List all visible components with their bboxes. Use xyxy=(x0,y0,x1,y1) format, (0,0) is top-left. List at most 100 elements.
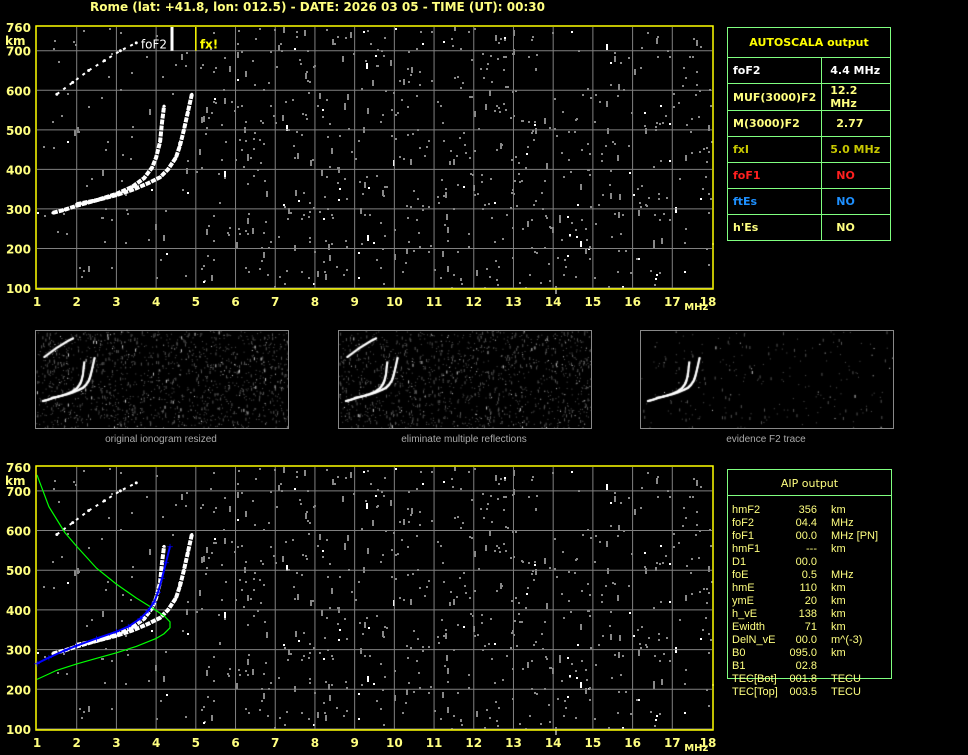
autoscala-row: h'Es NO xyxy=(726,214,891,241)
aip-unit: km xyxy=(831,543,846,555)
trace-point xyxy=(160,560,164,564)
aip-value: 00.0 xyxy=(795,530,817,542)
x-tick-label: 11 xyxy=(426,295,443,309)
param-value: NO xyxy=(821,188,891,215)
aip-trace-point: + xyxy=(45,654,53,664)
trace-point xyxy=(130,185,134,189)
y-tick-label: 400 xyxy=(6,604,31,618)
aip-name: D1 xyxy=(732,556,747,568)
aip-trace-point: + xyxy=(150,598,158,608)
electron-density-profile xyxy=(36,474,171,680)
trace-point xyxy=(114,634,118,638)
x-tick-label: 2 xyxy=(73,736,81,750)
x-tick-label: 17 xyxy=(664,295,681,309)
page-title: Rome (lat: +41.8, lon: 012.5) - DATE: 20… xyxy=(90,0,545,14)
thumbnail-caption: evidence F2 trace xyxy=(726,434,806,445)
aip-row: ymE 20 km xyxy=(732,595,881,608)
aip-unit: km xyxy=(831,621,846,633)
aip-rows: hmF2 356 km foF2 04.4 MHz foF1 00.0 MHz [PN] hmF1… xyxy=(732,504,881,699)
trace-point xyxy=(162,104,166,108)
aip-trace-point: + xyxy=(93,634,101,644)
trace-point xyxy=(55,532,59,536)
aip-name: foF2 xyxy=(732,517,755,529)
param-name: fxI xyxy=(726,136,823,163)
x-tick-label: 15 xyxy=(585,295,602,309)
y-axis-unit: km xyxy=(5,34,25,48)
aip-name: Ewidth xyxy=(732,621,766,633)
x-tick-label: 3 xyxy=(112,295,120,309)
aip-name: hmF2 xyxy=(732,504,761,516)
aip-trace xyxy=(36,546,171,665)
aip-trace-point: + xyxy=(136,615,144,625)
trace-point xyxy=(71,521,75,525)
x-tick-label: 9 xyxy=(350,295,358,309)
aip-value: 110 xyxy=(799,582,817,594)
aip-unit: km xyxy=(831,647,846,659)
trace-point xyxy=(103,499,106,503)
aip-name: h_vE xyxy=(732,608,758,620)
thumbnail-f2-trace xyxy=(640,330,894,429)
x-tick-label: 13 xyxy=(505,736,522,750)
marker-label: fx! xyxy=(200,37,218,51)
trace-point xyxy=(186,110,190,114)
trace-point xyxy=(190,532,194,536)
aip-value: 04.4 xyxy=(795,517,817,529)
trace-point xyxy=(103,59,106,63)
aip-value: --- xyxy=(806,543,817,555)
echo-trace xyxy=(52,546,167,656)
x-tick-label: 16 xyxy=(624,295,641,309)
trace-point xyxy=(190,92,194,96)
y-tick-label: 100 xyxy=(6,282,31,296)
x-tick-label: 6 xyxy=(231,736,239,750)
aip-trace-point: + xyxy=(144,607,152,617)
trace-point xyxy=(178,584,182,588)
aip-trace-point: + xyxy=(158,574,166,584)
autoscala-row: ftEs NO xyxy=(726,188,891,215)
aip-row: foF2 04.4 MHz xyxy=(732,517,881,530)
trace-point xyxy=(95,198,99,202)
aip-name: TEC[Bot] xyxy=(732,673,777,685)
aip-output-panel: AIP output xyxy=(727,469,892,679)
param-value: 5.0 MHz xyxy=(821,136,891,163)
ionogram-autoscala: 1 2 3 4 5 6 7 8 9 10 11 12 13 14 15 16 17 187607006005004… xyxy=(5,21,717,313)
thumbnail-caption: original ionogram resized xyxy=(105,434,217,445)
y-tick-label: 200 xyxy=(6,242,31,256)
x-axis-unit: MHz xyxy=(684,302,708,313)
aip-unit: MHz [PN] xyxy=(831,530,879,542)
aip-row: foF1 00.0 MHz [PN] xyxy=(732,530,881,543)
aip-unit: MHz xyxy=(831,517,854,529)
x-tick-label: 4 xyxy=(152,295,160,309)
y-tick-label: 500 xyxy=(6,124,31,138)
x-tick-label: 18 xyxy=(700,295,717,309)
noise-speckle xyxy=(37,467,714,735)
aip-trace-point: + xyxy=(73,642,81,652)
x-tick-label: 11 xyxy=(426,736,443,750)
y-tick-label: 600 xyxy=(6,525,31,539)
param-value: NO xyxy=(821,214,891,241)
echo-trace xyxy=(76,534,194,647)
marker-label: foF2 xyxy=(141,37,167,51)
x-tick-label: 9 xyxy=(350,736,358,750)
param-value: 2.77 xyxy=(821,110,891,137)
echo-trace xyxy=(76,93,194,207)
aip-unit: m^(-3) xyxy=(831,634,863,646)
y-tick-label: 300 xyxy=(6,644,31,658)
x-tick-label: 12 xyxy=(465,736,482,750)
aip-trace-point: + xyxy=(33,660,41,670)
y-tick-label: 300 xyxy=(6,203,31,217)
param-name: M(3000)F2 xyxy=(726,110,823,137)
trace-point xyxy=(75,202,79,206)
x-tick-label: 1 xyxy=(33,736,41,750)
aip-trace-point: + xyxy=(125,623,133,633)
aip-row: D1 00.0 xyxy=(732,556,881,569)
y-tick-label: 200 xyxy=(6,683,31,697)
aip-value: 00.0 xyxy=(795,634,817,646)
aip-row: h_vE 138 km xyxy=(732,608,881,621)
param-name: foF2 xyxy=(726,57,823,84)
aip-unit: km xyxy=(831,504,846,516)
x-tick-label: 14 xyxy=(545,295,562,309)
aip-unit: km xyxy=(831,595,846,607)
aip-value: 095.0 xyxy=(789,647,817,659)
x-tick-label: 13 xyxy=(505,295,522,309)
aip-row: Ewidth 71 km xyxy=(732,621,881,634)
